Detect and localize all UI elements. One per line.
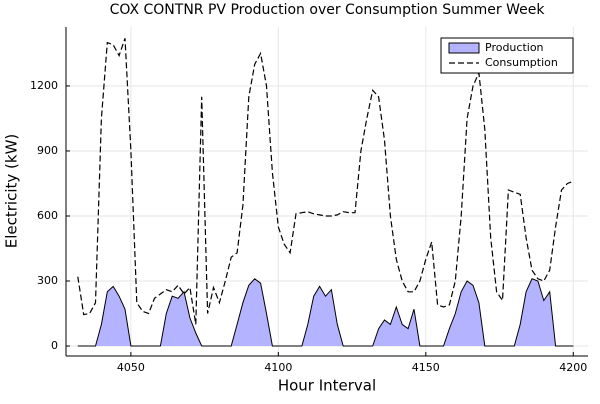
x-tick-label: 4150 — [412, 361, 440, 374]
x-axis-label: Hour Interval — [278, 377, 376, 395]
legend-label: Production — [485, 41, 544, 54]
y-tick-label: 0 — [51, 339, 58, 352]
y-tick-label: 300 — [37, 274, 58, 287]
chart-title: COX CONTNR PV Production over Consumptio… — [110, 2, 546, 18]
y-axis-label: Electricity (kW) — [3, 134, 21, 249]
x-tick-label: 4200 — [559, 361, 587, 374]
y-tick-label: 600 — [37, 209, 58, 222]
area-fill — [77, 278, 574, 347]
legend-label: Consumption — [485, 56, 558, 69]
legend-swatch — [448, 42, 480, 54]
y-tick-label: 1200 — [30, 79, 58, 92]
line — [77, 38, 574, 325]
x-tick-label: 4050 — [117, 361, 145, 374]
area-line — [77, 278, 574, 347]
y-tick-label: 900 — [37, 144, 58, 157]
x-tick-label: 4100 — [264, 361, 292, 374]
